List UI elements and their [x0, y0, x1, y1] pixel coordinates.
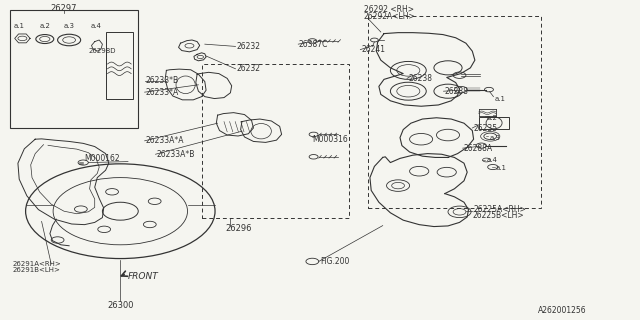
Text: 26232: 26232	[237, 64, 261, 73]
Circle shape	[488, 164, 498, 170]
Text: 26233*A: 26233*A	[146, 88, 179, 97]
Text: 26241: 26241	[362, 45, 385, 54]
Bar	[10, 10, 138, 128]
Text: 26233A*B: 26233A*B	[157, 150, 195, 159]
Text: 26288: 26288	[445, 87, 468, 96]
Text: 26292A<LH>: 26292A<LH>	[364, 12, 415, 20]
Text: M000316: M000316	[312, 135, 348, 144]
Text: a.2: a.2	[486, 116, 497, 121]
Text: 26225B<LH>: 26225B<LH>	[472, 212, 524, 220]
Text: 26292 <RH>: 26292 <RH>	[364, 5, 413, 14]
Circle shape	[454, 86, 467, 93]
Text: 26233A*A: 26233A*A	[146, 136, 184, 145]
Text: 26300: 26300	[107, 301, 134, 310]
Text: FRONT: FRONT	[128, 272, 159, 281]
Text: a.3: a.3	[490, 135, 500, 140]
Circle shape	[476, 143, 486, 148]
Text: a.4: a.4	[91, 23, 101, 28]
Text: a.1: a.1	[495, 96, 506, 102]
Text: 26288A: 26288A	[464, 144, 493, 153]
Text: a.1: a.1	[496, 165, 507, 171]
Text: a.4: a.4	[486, 157, 497, 163]
Text: 26291A<RH>: 26291A<RH>	[13, 261, 61, 267]
Bar	[368, 16, 541, 208]
Text: 26232: 26232	[237, 42, 261, 51]
Text: 26296: 26296	[225, 224, 252, 233]
Text: 26297: 26297	[51, 4, 77, 12]
Bar	[202, 64, 349, 218]
Text: 26387C: 26387C	[299, 40, 328, 49]
Text: 26235: 26235	[474, 124, 498, 132]
Bar	[106, 32, 133, 99]
Text: A262001256: A262001256	[538, 306, 586, 315]
Text: a.3: a.3	[63, 23, 75, 28]
Text: 26238: 26238	[408, 74, 433, 83]
Text: FIG.200: FIG.200	[320, 257, 349, 266]
Text: a.2: a.2	[40, 23, 50, 28]
Text: 26291B<LH>: 26291B<LH>	[12, 268, 60, 273]
Text: 26225A<RH>: 26225A<RH>	[474, 205, 527, 214]
Text: M000162: M000162	[84, 154, 120, 163]
Bar	[479, 117, 509, 129]
Text: 26233*B: 26233*B	[146, 76, 179, 85]
Text: a.1: a.1	[13, 23, 25, 28]
Text: 26298D: 26298D	[88, 48, 116, 54]
